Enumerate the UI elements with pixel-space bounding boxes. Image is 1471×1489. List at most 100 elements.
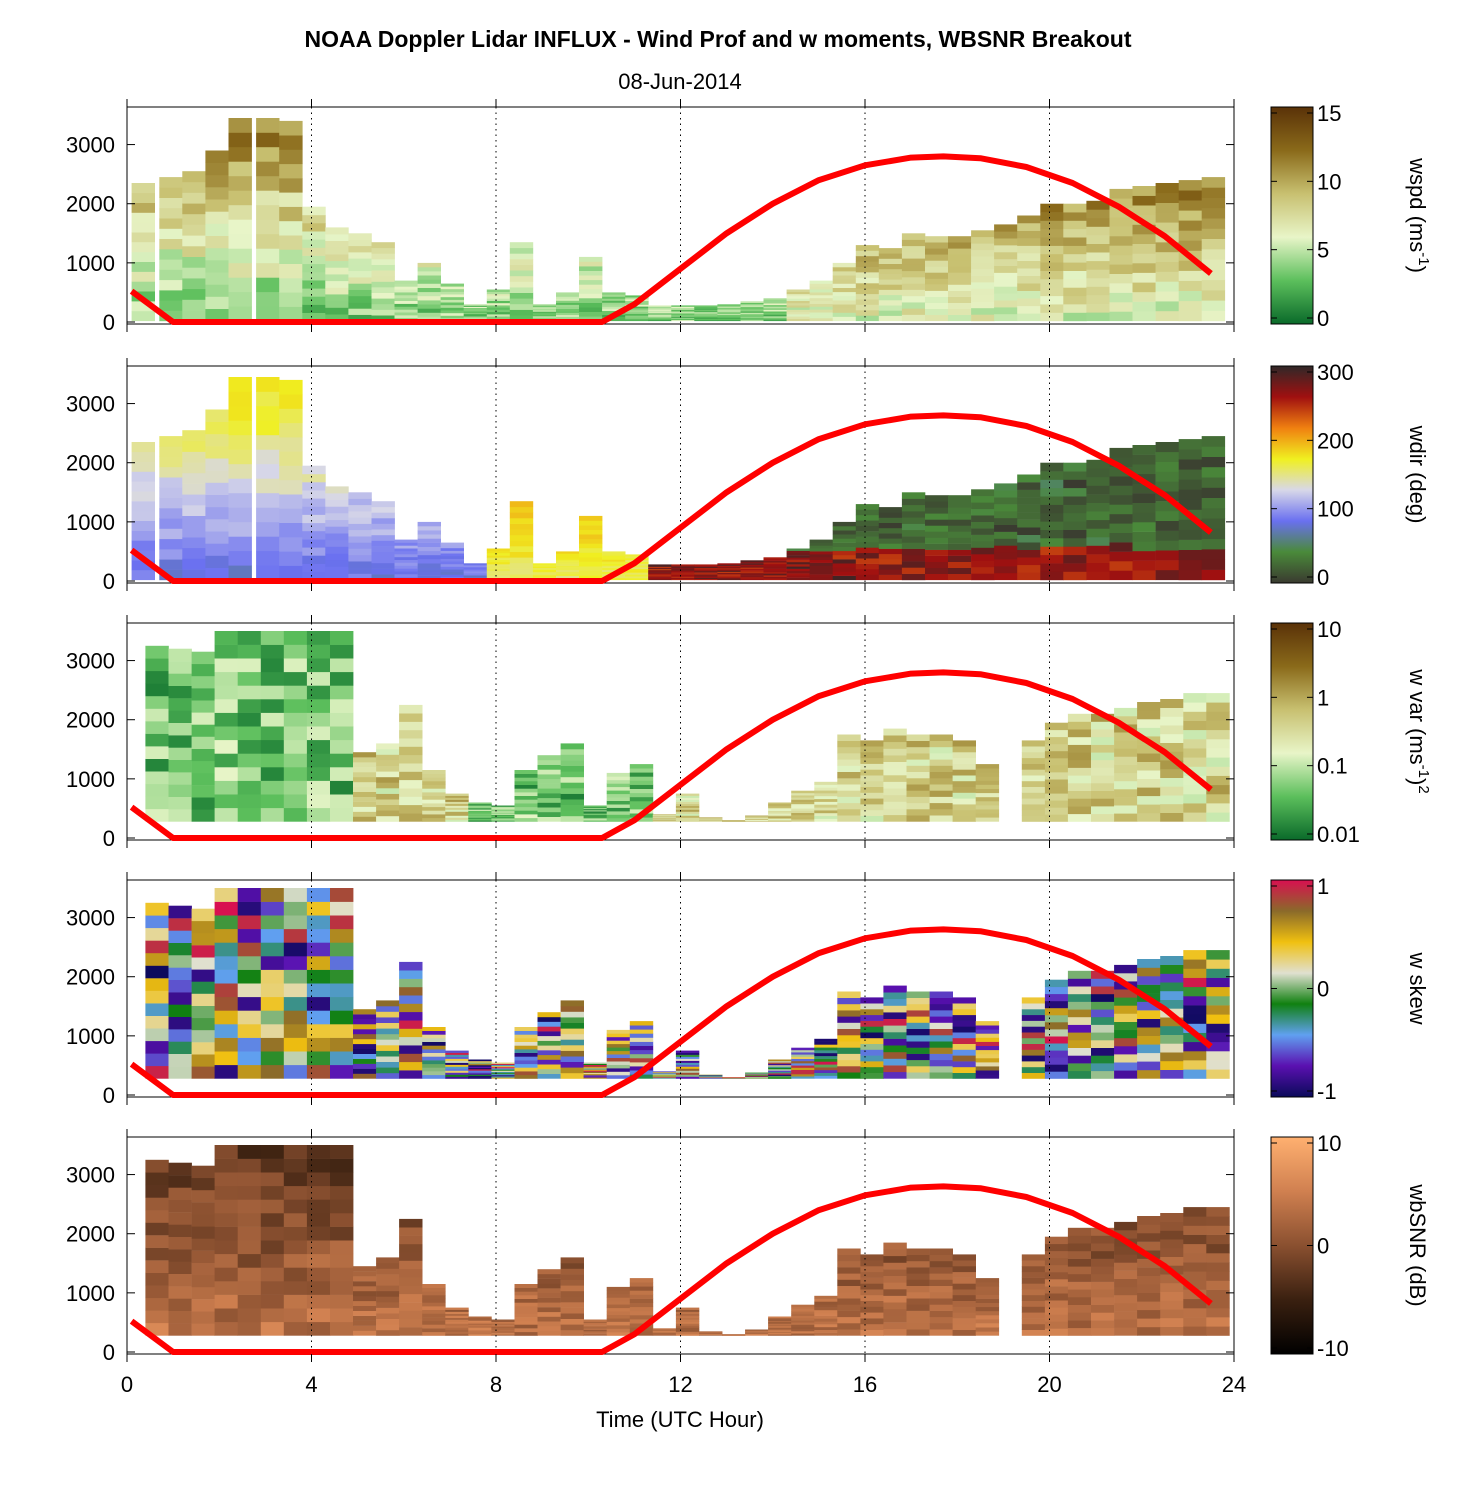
heatmap-cell xyxy=(855,261,880,267)
heatmap-cell xyxy=(302,514,326,524)
heatmap-cell xyxy=(1040,479,1064,489)
heatmap-cell xyxy=(975,1021,1000,1026)
heatmap-cell xyxy=(468,1316,492,1319)
heatmap-cell xyxy=(283,807,308,822)
heatmap-cell xyxy=(1201,497,1226,509)
heatmap-cell xyxy=(302,473,326,483)
x-tick-label: 20 xyxy=(1037,1372,1061,1397)
heatmap-cell xyxy=(929,997,953,1005)
heatmap-cell xyxy=(745,1072,769,1074)
heatmap-cell xyxy=(1137,1035,1161,1045)
heatmap-cell xyxy=(809,300,833,304)
heatmap-cell xyxy=(260,983,285,998)
heatmap-cell xyxy=(925,519,949,526)
heatmap-cell xyxy=(971,243,995,251)
heatmap-cell xyxy=(330,1199,354,1214)
heatmap-cell xyxy=(925,278,949,285)
heatmap-cell xyxy=(952,1294,976,1301)
heatmap-cell xyxy=(814,1044,838,1048)
heatmap-cell xyxy=(1021,809,1046,816)
heatmap-cell xyxy=(145,721,169,734)
heatmap-cell xyxy=(883,1308,907,1316)
heatmap-cell xyxy=(159,477,183,488)
heatmap-cell xyxy=(832,530,857,535)
heatmap-cell xyxy=(279,408,303,424)
heatmap-cell xyxy=(1206,986,1230,997)
heatmap-cell xyxy=(417,304,441,309)
heatmap-cell xyxy=(371,546,395,552)
heatmap-cell xyxy=(837,753,861,760)
heatmap-cell xyxy=(675,1076,700,1079)
heatmap-cell xyxy=(675,1315,700,1318)
heatmap-cell xyxy=(1017,245,1041,254)
heatmap-cell xyxy=(191,932,215,946)
heatmap-cell xyxy=(717,319,741,322)
heatmap-cell xyxy=(952,775,976,782)
heatmap-cell xyxy=(283,1199,308,1214)
heatmap-cell xyxy=(1109,273,1133,284)
heatmap-cell xyxy=(306,1145,331,1159)
heatmap-cell xyxy=(786,300,810,304)
heatmap-cell xyxy=(860,1032,884,1039)
heatmap-cell xyxy=(855,504,880,510)
heatmap-cell xyxy=(929,1072,953,1079)
heatmap-cell xyxy=(1017,298,1041,307)
heatmap-cell xyxy=(1206,1216,1230,1226)
heatmap-cell xyxy=(832,567,857,572)
heatmap-cell xyxy=(306,807,331,822)
heatmap-cell xyxy=(1086,235,1110,244)
heatmap-cell xyxy=(629,776,654,781)
heatmap-cell xyxy=(629,1021,654,1026)
heatmap-cell xyxy=(763,298,787,301)
heatmap-cell xyxy=(486,307,511,310)
heatmap-cell xyxy=(745,1332,769,1334)
heatmap-cell xyxy=(1160,804,1184,813)
heatmap-cell xyxy=(330,726,354,741)
heatmap-cell xyxy=(602,318,626,322)
heatmap-cell xyxy=(675,1066,700,1069)
heatmap-cell xyxy=(1044,1271,1069,1280)
heatmap-cell xyxy=(394,565,418,569)
heatmap-cell xyxy=(440,558,464,562)
heatmap-cell xyxy=(652,816,677,818)
heatmap-cell xyxy=(763,316,787,318)
heatmap-cell xyxy=(399,1227,423,1236)
heatmap-cell xyxy=(579,275,603,281)
heatmap-cell xyxy=(560,1033,584,1040)
heatmap-cell xyxy=(463,564,488,566)
heatmap-cell xyxy=(1021,1294,1046,1301)
heatmap-cell xyxy=(353,1009,377,1015)
heatmap-cell xyxy=(348,511,372,518)
heatmap-cell xyxy=(1206,1298,1230,1309)
heatmap-cell xyxy=(791,1333,815,1336)
heatmap-cell xyxy=(353,1024,377,1030)
heatmap-cell xyxy=(394,559,418,563)
heatmap-cell xyxy=(809,317,833,322)
heatmap-cell xyxy=(214,807,238,822)
heatmap-cell xyxy=(445,803,469,806)
heatmap-cell xyxy=(440,296,464,300)
heatmap-cell xyxy=(602,551,626,554)
heatmap-cell xyxy=(537,1069,561,1074)
heatmap-cell xyxy=(675,1333,700,1336)
heatmap-cell xyxy=(445,1325,469,1328)
heatmap-cell xyxy=(791,1047,815,1051)
heatmap-cell xyxy=(809,315,833,319)
heatmap-cell xyxy=(1114,1221,1138,1231)
heatmap-cell xyxy=(445,799,469,802)
heatmap-cell xyxy=(486,573,511,576)
heatmap-cell xyxy=(948,573,972,581)
heatmap-cell xyxy=(214,901,238,916)
heatmap-cell xyxy=(422,795,446,800)
heatmap-cell xyxy=(468,1334,492,1336)
heatmap-cell xyxy=(1109,523,1133,533)
heatmap-cell xyxy=(283,1145,308,1159)
heatmap-cell xyxy=(1067,1055,1092,1064)
heatmap-cell xyxy=(1183,1234,1207,1245)
heatmap-cell xyxy=(878,294,903,301)
heatmap-cell xyxy=(994,252,1018,260)
heatmap-cell xyxy=(671,566,695,568)
heatmap-cell xyxy=(929,991,953,998)
heatmap-cell xyxy=(371,506,395,513)
